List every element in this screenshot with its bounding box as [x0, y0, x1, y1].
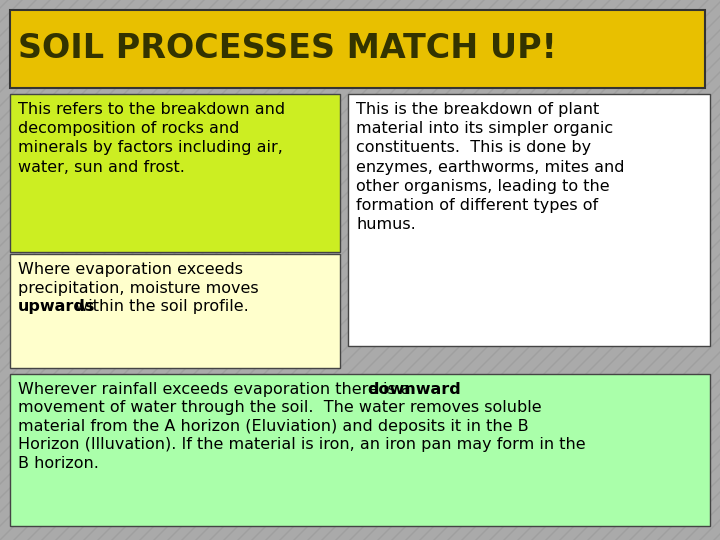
Text: movement of water through the soil.  The water removes soluble: movement of water through the soil. The …	[18, 400, 541, 415]
Text: SOIL PROCESSES MATCH UP!: SOIL PROCESSES MATCH UP!	[18, 32, 557, 65]
Text: downward: downward	[367, 382, 461, 397]
Text: This is the breakdown of plant
material into its simpler organic
constituents.  : This is the breakdown of plant material …	[356, 102, 624, 232]
Text: Horizon (Illuvation). If the material is iron, an iron pan may form in the: Horizon (Illuvation). If the material is…	[18, 437, 585, 452]
FancyBboxPatch shape	[348, 94, 710, 346]
Text: upwards: upwards	[18, 299, 95, 314]
FancyBboxPatch shape	[10, 374, 710, 526]
Text: This refers to the breakdown and
decomposition of rocks and
minerals by factors : This refers to the breakdown and decompo…	[18, 102, 285, 174]
FancyBboxPatch shape	[10, 254, 340, 368]
Text: within the soil profile.: within the soil profile.	[70, 299, 248, 314]
FancyBboxPatch shape	[10, 10, 705, 88]
Text: B horizon.: B horizon.	[18, 456, 99, 470]
Text: Where evaporation exceeds
precipitation, moisture moves: Where evaporation exceeds precipitation,…	[18, 262, 258, 296]
FancyBboxPatch shape	[10, 94, 340, 252]
Text: material from the A horizon (Eluviation) and deposits it in the B: material from the A horizon (Eluviation)…	[18, 419, 528, 434]
Text: Wherever rainfall exceeds evaporation there is a: Wherever rainfall exceeds evaporation th…	[18, 382, 416, 397]
